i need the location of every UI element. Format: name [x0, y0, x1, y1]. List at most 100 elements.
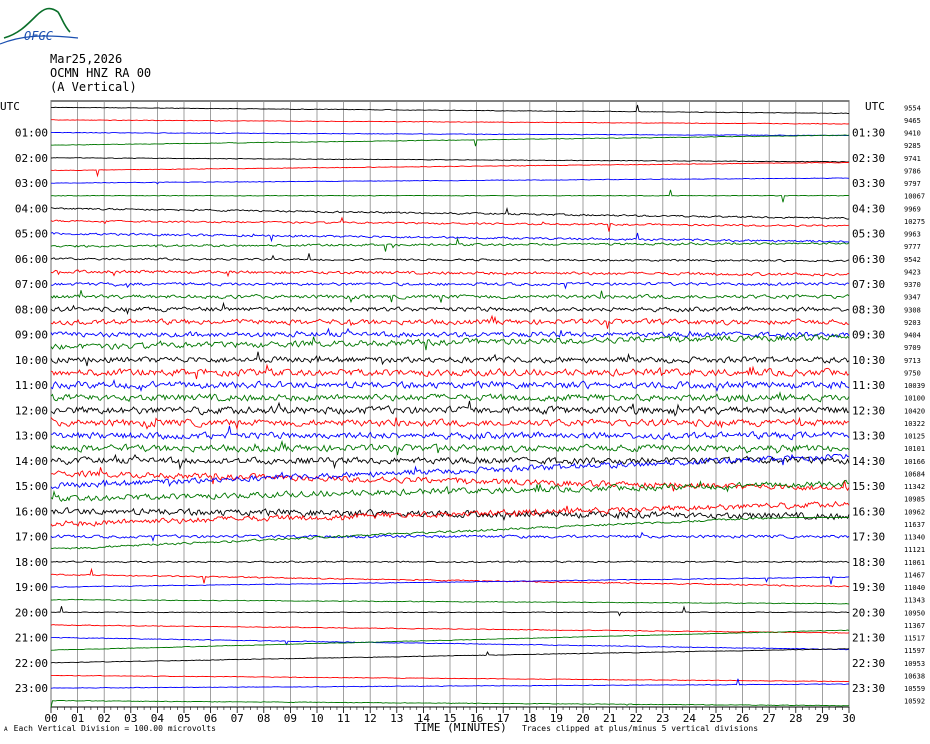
corner-mark: A — [4, 726, 8, 733]
seismic-trace — [50, 531, 850, 543]
trace-offset-value: 10420 — [904, 407, 925, 415]
x-tick-label: 06 — [204, 712, 217, 725]
hour-label-left: 23:00 — [15, 682, 48, 695]
trace-offset-value: 10275 — [904, 218, 925, 226]
hour-label-left: 12:00 — [15, 404, 48, 417]
x-tick-label: 25 — [709, 712, 722, 725]
x-tick-label: 00 — [44, 712, 57, 725]
trace-offset-value: 11467 — [904, 571, 925, 579]
x-tick-label: 04 — [151, 712, 165, 725]
seismic-trace — [50, 517, 849, 550]
hour-label-left: 01:00 — [15, 127, 48, 140]
hour-label-right: 22:30 — [852, 657, 885, 670]
hour-label-left: 16:00 — [15, 505, 48, 518]
seismic-trace — [50, 624, 850, 634]
seismic-trace — [51, 177, 850, 185]
trace-offset-value: 10166 — [904, 458, 925, 466]
hour-label-right: 01:30 — [852, 127, 885, 140]
timezone-label-right: UTC — [865, 100, 885, 113]
x-tick-label: 20 — [576, 712, 589, 725]
seismic-trace — [50, 237, 850, 252]
x-tick-label: 09 — [284, 712, 297, 725]
x-tick-label: 03 — [124, 712, 137, 725]
x-tick-label: 11 — [337, 712, 350, 725]
trace-offset-value: 11340 — [904, 534, 925, 542]
trace-offset-value: 10322 — [904, 420, 925, 428]
trace-offset-value: 9347 — [904, 294, 921, 302]
timezone-label-left: UTC — [0, 100, 20, 113]
seismic-trace — [50, 598, 850, 605]
x-tick-label: 08 — [257, 712, 270, 725]
seismic-trace — [50, 301, 850, 316]
x-tick-label: 05 — [177, 712, 190, 725]
seismic-traces — [50, 104, 850, 708]
trace-offset-value: 10559 — [904, 685, 925, 693]
trace-offset-value: 9713 — [904, 357, 921, 365]
hour-label-left: 05:00 — [15, 228, 48, 241]
trace-offset-value: 11040 — [904, 584, 925, 592]
seismic-trace — [50, 636, 850, 651]
hour-label-right: 21:30 — [852, 632, 885, 645]
scale-note: A Each Vertical Division = 100.00 microvo… — [4, 724, 216, 733]
trace-offset-value: 11597 — [904, 647, 925, 655]
hour-label-left: 02:00 — [15, 152, 48, 165]
seismic-trace — [50, 131, 849, 137]
trace-offset-value: 10125 — [904, 433, 925, 441]
trace-offset-value: 9741 — [904, 155, 921, 163]
trace-offset-value: 10039 — [904, 382, 925, 390]
hour-label-right: 11:30 — [852, 379, 885, 392]
x-tick-label: 21 — [603, 712, 616, 725]
hour-label-left: 06:00 — [15, 253, 48, 266]
hour-label-left: 03:00 — [15, 177, 48, 190]
seismic-trace — [50, 333, 850, 351]
axis-labels: 00 01 02 03 04 05 06 07 08 09 10 11 12 13 14 15 16 17 18 19… — [0, 100, 925, 725]
hour-label-left: 19:00 — [15, 581, 48, 594]
hour-label-left: 22:00 — [15, 657, 48, 670]
x-tick-label: 19 — [550, 712, 563, 725]
trace-offset-value: 10953 — [904, 660, 925, 668]
trace-offset-value: 9410 — [904, 130, 921, 138]
trace-offset-value: 11061 — [904, 559, 925, 567]
x-tick-label: 27 — [763, 712, 776, 725]
seismic-trace — [50, 500, 850, 527]
seismic-trace — [50, 416, 850, 431]
hour-label-left: 14:00 — [15, 455, 48, 468]
seismic-trace — [51, 104, 850, 114]
seismic-trace — [50, 351, 850, 367]
ofgc-logo: OFGC — [0, 7, 79, 45]
hour-label-left: 20:00 — [15, 606, 48, 619]
seismic-trace — [50, 378, 850, 392]
trace-offset-value: 9786 — [904, 167, 921, 175]
hour-label-right: 06:30 — [852, 253, 885, 266]
x-tick-label: 29 — [816, 712, 829, 725]
hour-label-right: 20:30 — [852, 606, 885, 619]
trace-offset-value: 9285 — [904, 142, 921, 150]
trace-offset-value: 11367 — [904, 622, 925, 630]
seismic-trace — [50, 605, 850, 617]
seismic-trace — [50, 189, 850, 203]
hour-label-left: 11:00 — [15, 379, 48, 392]
hour-label-right: 13:30 — [852, 430, 885, 443]
plot-grid — [50, 100, 850, 713]
date-label: Mar25,2026 — [50, 52, 123, 66]
trace-offset-value: 11637 — [904, 521, 925, 529]
trace-offset-value: 11343 — [904, 597, 925, 605]
trace-offset-value: 9777 — [904, 243, 921, 251]
trace-offset-value: 9370 — [904, 281, 921, 289]
trace-offset-value: 10101 — [904, 445, 925, 453]
seismic-trace — [50, 678, 850, 689]
hour-label-right: 19:30 — [852, 581, 885, 594]
seismic-trace — [50, 290, 850, 304]
trace-offset-value: 10985 — [904, 496, 925, 504]
hour-label-left: 04:00 — [15, 202, 48, 215]
hour-label-right: 16:30 — [852, 505, 885, 518]
trace-offset-value: 11517 — [904, 635, 925, 643]
hour-label-right: 10:30 — [852, 354, 885, 367]
seismic-trace — [50, 253, 850, 263]
seismic-trace — [50, 567, 850, 588]
seismic-trace — [50, 391, 850, 403]
x-axis-label: TIME (MINUTES) — [414, 721, 507, 734]
hour-label-right: 05:30 — [852, 228, 885, 241]
seismic-trace — [50, 327, 850, 338]
